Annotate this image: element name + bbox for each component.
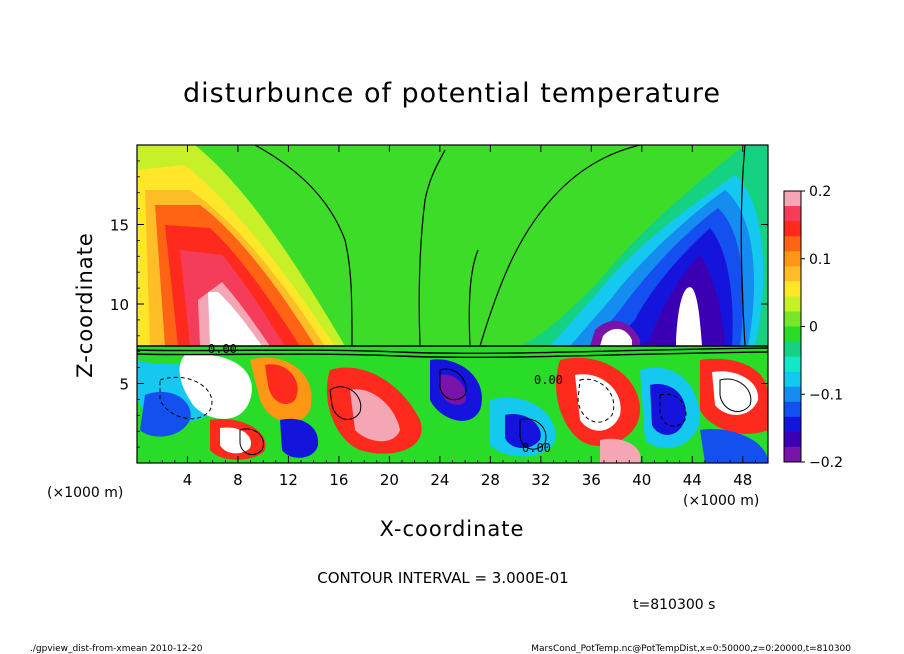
time-label: t=810300 s [633,597,715,613]
colorbar-swatch [784,341,801,358]
x-tick-label: 12 [279,471,298,489]
colorbar-tick-label: 0 [809,320,818,336]
colorbar-swatch [784,296,801,312]
colorbar-swatch [784,251,801,267]
colorbar-swatch [784,326,801,343]
chart-title: disturbunce of potential temperature [183,78,721,109]
contour-interval-text: CONTOUR INTERVAL = 3.000E-01 [317,569,568,587]
colorbar-tick-label: 0.1 [809,252,831,268]
colorbar-swatch [784,371,801,388]
colorbar-swatch [784,206,801,222]
colorbar-swatch [784,221,801,237]
z-tick-label: 15 [110,217,129,235]
colorbar-tick-label: −0.2 [809,455,843,471]
x-tick-label: 48 [733,471,752,489]
x-tick-label: 20 [380,471,399,489]
colorbar-swatch [784,191,801,207]
footer-right: MarsCond_PotTemp.nc@PotTempDist,x=0:5000… [531,644,851,654]
colorbar-swatch [784,386,801,403]
x-tick-label: 44 [683,471,702,489]
colorbar-swatch [784,431,801,448]
x-tick-label: 16 [329,471,348,489]
colorbar-swatch [784,281,801,297]
x-tick-label: 40 [632,471,651,489]
x-tick-label: 36 [582,471,601,489]
colorbar-swatch [784,401,801,418]
colorbar-swatch [784,236,801,252]
x-unit-label: (×1000 m) [683,493,759,509]
colorbar-swatch [784,311,801,327]
x-tick-label: 4 [183,471,193,489]
contour-label: 0.00 [534,373,563,387]
z-tick-label: 5 [119,376,129,394]
z-axis: 5 10 15 [110,144,768,464]
x-axis-label: X-coordinate [380,517,525,541]
z-tick-label: 10 [110,296,129,314]
colorbar-swatch [784,356,801,373]
colorbar-swatch [784,416,801,433]
contour-label: 0.00 [208,342,237,356]
z-unit-label: (×1000 m) [47,485,123,501]
x-tick-label: 24 [430,471,449,489]
z-axis-label: Z-coordinate [73,232,97,378]
x-axis: 4 8 12 16 20 24 28 32 36 40 44 48 [136,145,769,489]
colorbar-tick-label: 0.2 [809,184,831,200]
heatmap-field: 0.00 0.00 0.00 [137,145,768,463]
x-tick-label: 28 [481,471,500,489]
x-tick-label: 8 [233,471,243,489]
x-tick-label: 32 [531,471,550,489]
colorbar: 0.2 0.1 0 −0.1 −0.2 [783,184,843,471]
contour-label: 0.00 [522,441,551,455]
colorbar-tick-label: −0.1 [809,387,843,403]
colorbar-swatch [784,266,801,282]
footer-left: ./gpview_dist-from-xmean 2010-12-20 [30,644,203,654]
colorbar-swatch [784,446,801,463]
